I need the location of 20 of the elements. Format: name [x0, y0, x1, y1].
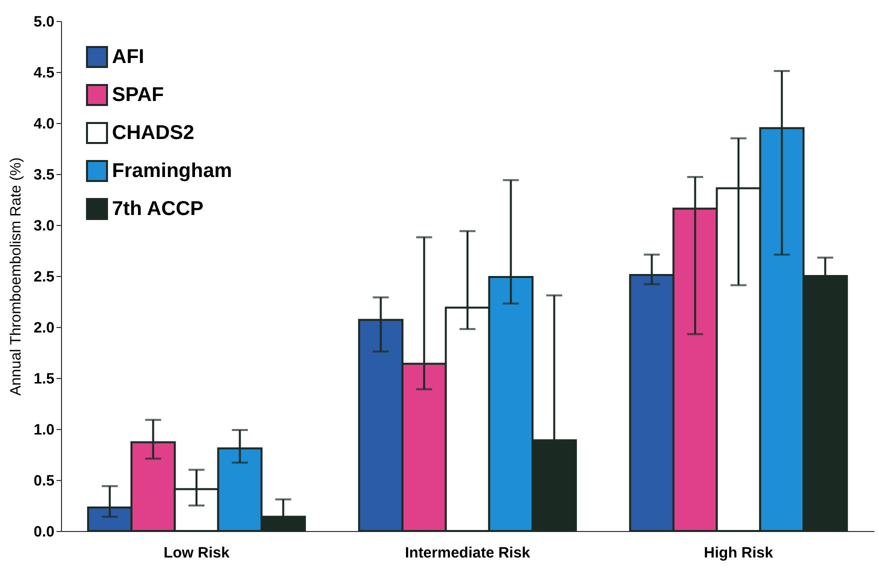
x-tick-label: Intermediate Risk: [404, 544, 531, 562]
y-tick-label: 3.0: [34, 218, 54, 234]
legend-label: AFI: [112, 46, 144, 68]
y-tick-label: 3.5: [34, 166, 54, 184]
legend-label: 7th ACCP: [112, 198, 204, 220]
y-tick-label: 1.0: [34, 422, 54, 438]
y-tick-label: 4.5: [34, 64, 54, 82]
y-tick-label: 5.0: [34, 14, 54, 30]
legend-label: SPAF: [112, 84, 164, 106]
y-tick-label: 4.0: [34, 116, 54, 132]
y-tick-label: 0.0: [34, 524, 54, 540]
y-tick-label: 2.5: [34, 268, 54, 286]
legend-label: CHADS2: [112, 122, 194, 144]
y-tick-label: 2.0: [34, 320, 54, 336]
y-tick-label: 0.5: [34, 472, 54, 490]
legend-label: Framingham: [112, 160, 232, 182]
y-axis-title: Annual Thromboembolism Rate (%): [8, 157, 25, 396]
y-tick-label: 1.5: [34, 370, 54, 388]
x-tick-label: High Risk: [704, 544, 774, 562]
x-tick-label: Low Risk: [164, 544, 230, 562]
